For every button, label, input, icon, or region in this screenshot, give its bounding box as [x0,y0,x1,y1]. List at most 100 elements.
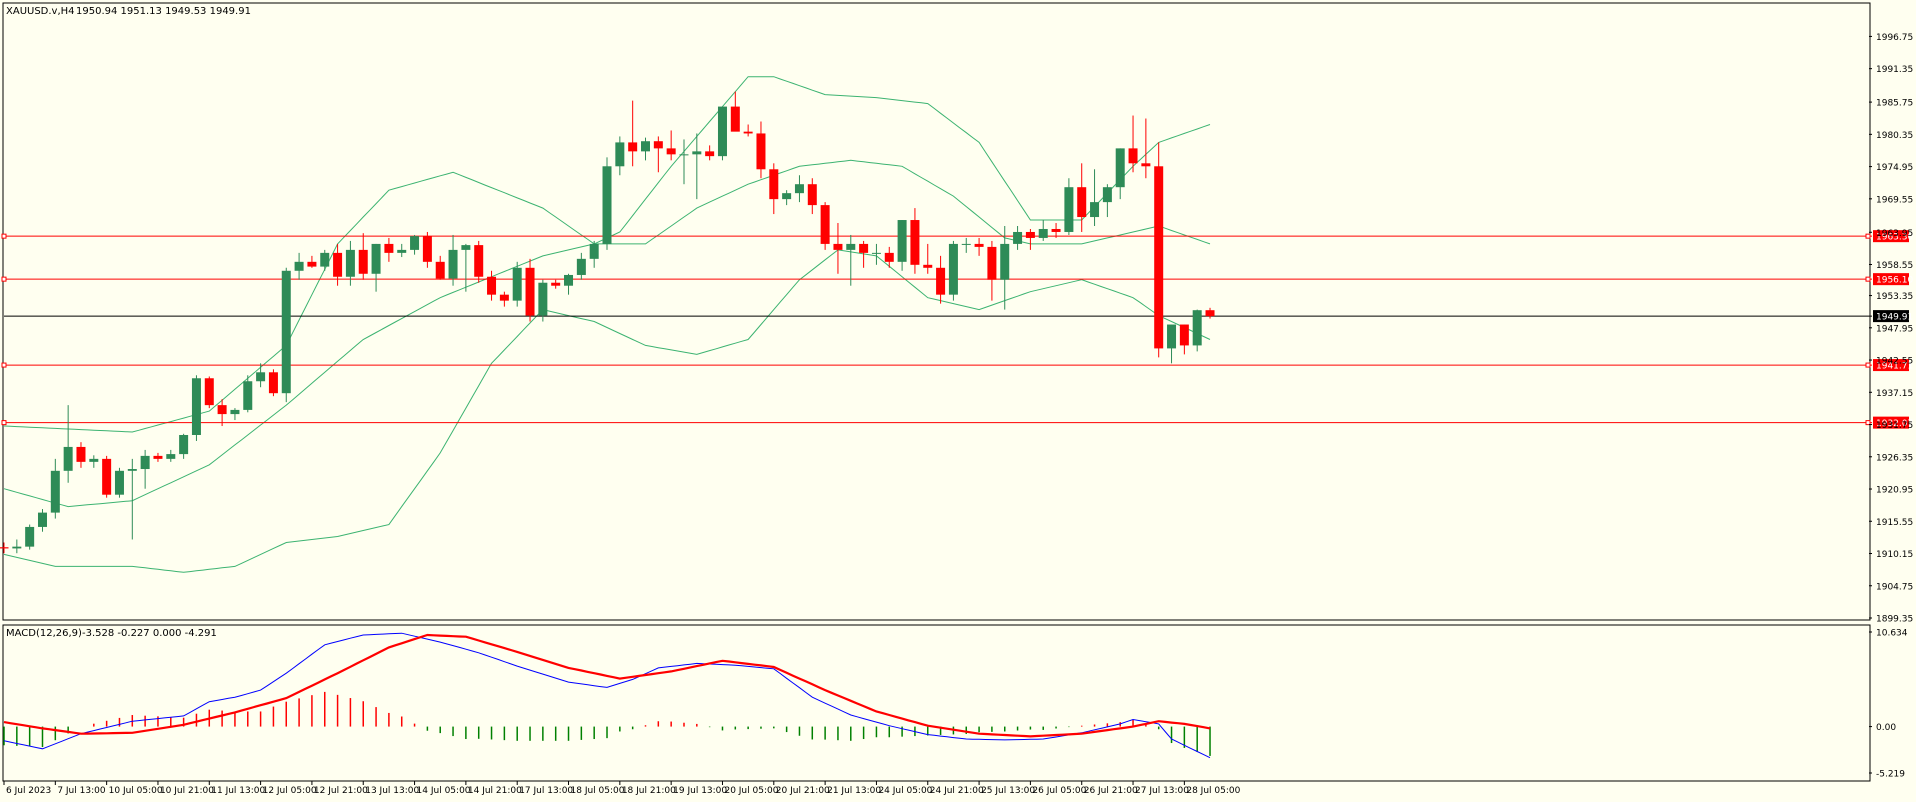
candle-bear [333,252,343,277]
candle-bull [679,154,689,156]
candle-bear [307,261,317,267]
macd-tick-label: 0.00 [1876,723,1896,733]
price-tick-label: 1996.75 [1876,33,1913,43]
price-tick-label: 1953.35 [1876,292,1913,302]
candle-bear [268,372,278,394]
macd-line [3,632,1211,759]
macd-tick-label: -5.219 [1876,770,1905,780]
level-handle-left [1,233,7,239]
level-price-box [1873,416,1909,429]
time-tick-label: 26 Jul 05:00 [1032,786,1086,796]
candle-bear [1025,231,1035,238]
price-tick-label: 1991.35 [1876,65,1913,75]
candle-bear [1051,228,1061,232]
candle-bull [410,236,420,250]
time-tick-label: 10 Jul 21:00 [160,786,214,796]
macd-tick-label: 10.634 [1876,629,1908,639]
price-tick-label: 1974.95 [1876,163,1913,173]
candle-bull [12,546,22,549]
time-tick-label: 7 Jul 13:00 [57,786,106,796]
candle-bear [743,131,753,134]
candle-bear [525,267,535,316]
candle-bull [948,243,958,295]
level-price-label: 1932.07 [1876,419,1913,429]
candle-bull [448,249,458,279]
level-price-label: 1941.71 [1876,362,1913,372]
time-tick-label: 24 Jul 05:00 [878,786,932,796]
candle-bear [884,252,894,262]
price-tick-label: 1915.55 [1876,518,1913,528]
candle-bull [127,469,137,471]
candle-bull [397,249,407,253]
candle-bear [987,246,997,280]
candle-bear [358,249,368,274]
candle-bull [140,455,150,470]
candle-bear [1128,148,1138,164]
candle-bear [551,282,561,286]
time-tick-label: 21 Jul 13:00 [827,786,881,796]
candle-bear [474,245,484,277]
time-tick-label: 27 Jul 13:00 [1135,786,1189,796]
candle-bear [435,261,445,279]
time-tick-label: 19 Jul 13:00 [673,786,727,796]
time-tick-label: 18 Jul 05:00 [571,786,625,796]
time-tick-label: 28 Jul 05:00 [1186,786,1240,796]
candle-bear [499,294,509,301]
time-tick-label: 25 Jul 13:00 [981,786,1035,796]
candle-bear [1154,166,1164,349]
time-tick-label: 11 Jul 13:00 [211,786,265,796]
candle-bear [769,169,779,200]
price-tick-label: 1947.95 [1876,324,1913,334]
current-price-label: 1949.91 [1876,313,1913,323]
candle-bear [820,205,830,244]
level-price-box [1873,230,1909,243]
candle-bear [730,106,740,132]
candle-bull [1167,324,1177,349]
candles [0,91,1215,554]
candle-bear [705,151,715,157]
bollinger-lower [3,249,1211,573]
time-tick-label: 24 Jul 21:00 [930,786,984,796]
candle-bull [179,434,189,455]
candle-bull [1013,231,1023,244]
level-price-box [1873,273,1909,286]
price-tick-label: 1920.95 [1876,486,1913,496]
candle-bull [576,258,586,275]
candle-bear [1179,324,1189,346]
time-tick-label: 12 Jul 05:00 [263,786,317,796]
time-tick-label: 18 Jul 21:00 [622,786,676,796]
candle-bull [320,252,330,267]
time-tick-label: 12 Jul 21:00 [314,786,368,796]
candle-bull [114,470,124,495]
candle-bull [256,372,266,382]
candle-bull [191,378,201,435]
time-tick-label: 26 Jul 21:00 [1084,786,1138,796]
candle-bull [63,446,73,471]
price-tick-label: 1969.55 [1876,195,1913,205]
level-handle-left [1,420,7,426]
candle-bear [859,243,869,253]
candle-bull [37,512,47,527]
candle-bear [974,243,984,247]
level-price-label: 1963.30 [1876,233,1913,243]
candle-bull [564,274,574,286]
candle-bull [294,261,304,271]
candle-bull [1090,202,1100,218]
time-tick-label: 14 Jul 05:00 [417,786,471,796]
candle-bull [615,142,625,167]
macd-label: MACD(12,26,9) [6,628,82,639]
time-tick-label: 6 Jul 2023 [6,786,51,796]
candle-bear [76,446,86,462]
time-tick-label: 20 Jul 05:00 [724,786,778,796]
price-tick-label: 1942.55 [1876,357,1913,367]
candle-bull [961,243,971,245]
candle-bear [666,148,676,155]
candle-bear [628,142,638,152]
candle-bear [923,264,933,268]
candle-bear [217,405,227,415]
candle-bull [589,243,599,259]
current-price-box [1873,310,1909,323]
